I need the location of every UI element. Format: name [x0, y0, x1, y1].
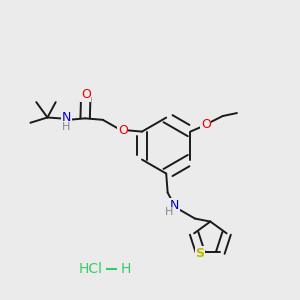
Text: N: N	[170, 199, 179, 212]
Text: S: S	[195, 247, 204, 260]
Text: H: H	[62, 122, 70, 132]
Text: HCl: HCl	[79, 262, 103, 276]
Text: H: H	[121, 262, 131, 276]
Text: H: H	[165, 207, 173, 217]
Text: N: N	[61, 111, 71, 124]
Text: O: O	[118, 124, 128, 136]
Text: O: O	[81, 88, 91, 101]
Text: O: O	[201, 118, 211, 131]
